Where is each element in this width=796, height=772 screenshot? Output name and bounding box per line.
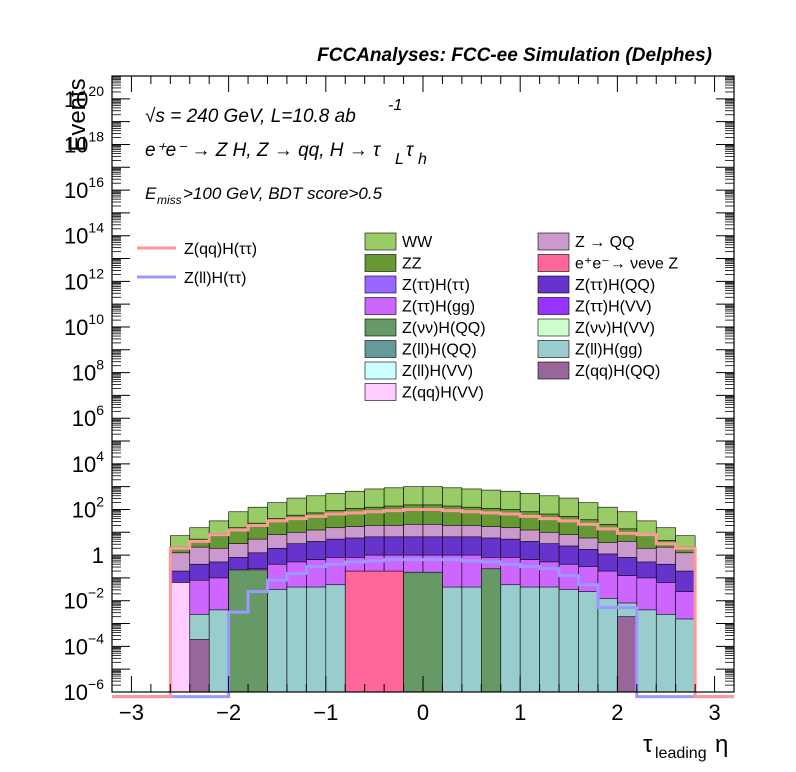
legend-label: Z(νν)H(QQ) [402,320,486,337]
legend-label: Z(ll)H(VV) [402,363,473,380]
chart-title: FCCAnalyses: FCC-ee Simulation (Delphes) [317,45,712,66]
legend-label: Z(ll)H(gg) [575,342,643,359]
bar-nunuhqq-1 [403,571,443,693]
bar-llgg-22 [539,586,560,693]
annotation-energy-sup: -1 [388,97,402,114]
annotation-process-sub1: L [395,151,404,168]
annotation-process: e⁺e⁻ → Z H, Z → qq, H → τ [145,140,382,161]
x-tick-label: −2 [216,700,241,725]
x-axis-label-tail: η [715,731,728,758]
legend-swatch-6 [364,297,397,315]
bar-nunuz-0 [344,570,404,693]
bar-llgg-24 [578,591,599,693]
legend-label: Z(ll)H(QQ) [402,342,477,359]
bar-llgg-8 [267,589,288,693]
legend-label: Z → QQ [575,234,635,251]
legend-label: Z(qq)H(QQ) [575,363,660,380]
y-tick-label: 102 [72,493,104,522]
histogram-stack [170,486,696,693]
bar-nunuhqq-2 [481,568,502,693]
bar-qqhvv-0 [170,582,191,693]
y-tick-label: 108 [72,357,104,386]
legend: Z(qq)H(ττ) Z(ll)H(ττ) WW Z → QQ ZZ e⁺e⁻→ νeνe… [137,232,678,402]
signal-line-qqhtautau [112,507,734,699]
legend-swatch-7 [537,297,570,315]
legend-label: ZZ [402,256,422,273]
bar-llgg-21 [519,586,540,693]
bar-llgg-18 [461,586,482,693]
y-tick-label: 10−2 [64,585,105,614]
x-axis-label: τ leading η [643,731,728,762]
x-tick-label: −1 [313,700,338,725]
annotation-cuts-sub: miss [157,193,182,207]
bar-qqhqq-0 [189,639,210,693]
annotation-cuts: E [145,184,157,203]
y-tick-label: 1010 [64,311,104,340]
legend-swatch-8 [364,318,397,337]
legend-label: Z(qq)H(ττ) [184,241,257,258]
legend-label: e⁺e⁻→ νeνe Z [575,256,678,273]
legend-swatch-4 [364,275,397,294]
bar-llgg-17 [442,586,463,693]
y-tick-label: 1020 [64,83,104,112]
y-tick-label: 1 [92,543,104,568]
legend-swatch-10 [364,340,397,358]
annotation-process-sub2: h [418,151,427,168]
y-tick-label: 1018 [64,128,104,157]
legend-swatch-3 [537,254,570,272]
bar-llgg-28 [655,614,676,693]
bar-llgg-23 [558,589,579,693]
legend-label: Z(ll)H(ττ) [184,270,246,287]
bar-llgg-20 [500,584,521,693]
bar-llgg-11 [325,584,346,693]
bar-nunuhqq-0 [228,569,268,693]
annotation-process-tau: τ [406,140,415,161]
bar-llgg-9 [286,586,307,693]
legend-swatch-2 [364,254,397,272]
x-tick-label: 2 [611,700,623,725]
bar-llgg-10 [306,586,327,693]
signal-line-llhtautau [112,558,734,699]
legend-swatch-5 [537,275,570,294]
x-tick-label: 0 [417,700,429,725]
y-tick-label: 104 [72,448,104,477]
axis-ticks: −3 −2 −1 0 1 2 3 10−6 10−4 10−2 1 102 104 106 108 1010 1… [64,75,735,725]
annotations: √s = 240 GeV, L=10.8 ab -1 e⁺e⁻ → Z H, Z… [145,97,427,207]
legend-swatch-9 [537,318,570,337]
legend-label: Z(ττ)H(QQ) [575,277,655,294]
legend-label: Z(qq)H(VV) [402,385,484,402]
signal-lines [112,507,734,699]
bar-llgg-25 [597,598,618,693]
x-tick-label: 1 [514,700,526,725]
x-tick-label: −3 [119,700,144,725]
y-tick-label: 106 [72,402,104,431]
legend-swatch-1 [537,232,570,251]
bar-llgg-5 [208,609,229,693]
x-tick-label: 3 [708,700,720,725]
legend-swatch-11 [537,340,570,358]
legend-label: Z(ττ)H(gg) [402,299,475,316]
bar-llgg-27 [636,609,657,693]
legend-swatch-14 [364,383,397,401]
legend-label: Z(ττ)H(VV) [575,299,652,316]
y-tick-label: 1012 [64,265,104,294]
y-tick-label: 1016 [64,174,104,203]
annotation-energy: √s = 240 GeV, L=10.8 ab [145,106,356,127]
bar-qqhqq-1 [617,616,638,693]
y-tick-label: 1014 [64,220,104,249]
bar-llgg-29 [675,618,696,693]
x-axis-label-main: τ [643,731,653,758]
legend-label: Z(ττ)H(ττ) [402,277,470,294]
x-axis-label-sub: leading [655,745,707,762]
legend-label: Z(νν)H(VV) [575,320,655,337]
legend-swatch-13 [537,361,570,380]
legend-swatch-12 [364,361,397,380]
annotation-cuts-tail: >100 GeV, BDT score>0.5 [183,184,383,203]
y-tick-label: 10−4 [64,630,105,659]
legend-label: WW [402,234,433,251]
y-tick-label: 10−6 [64,676,105,705]
y-axis-label: Events [64,78,91,151]
legend-swatch-0 [364,232,397,251]
